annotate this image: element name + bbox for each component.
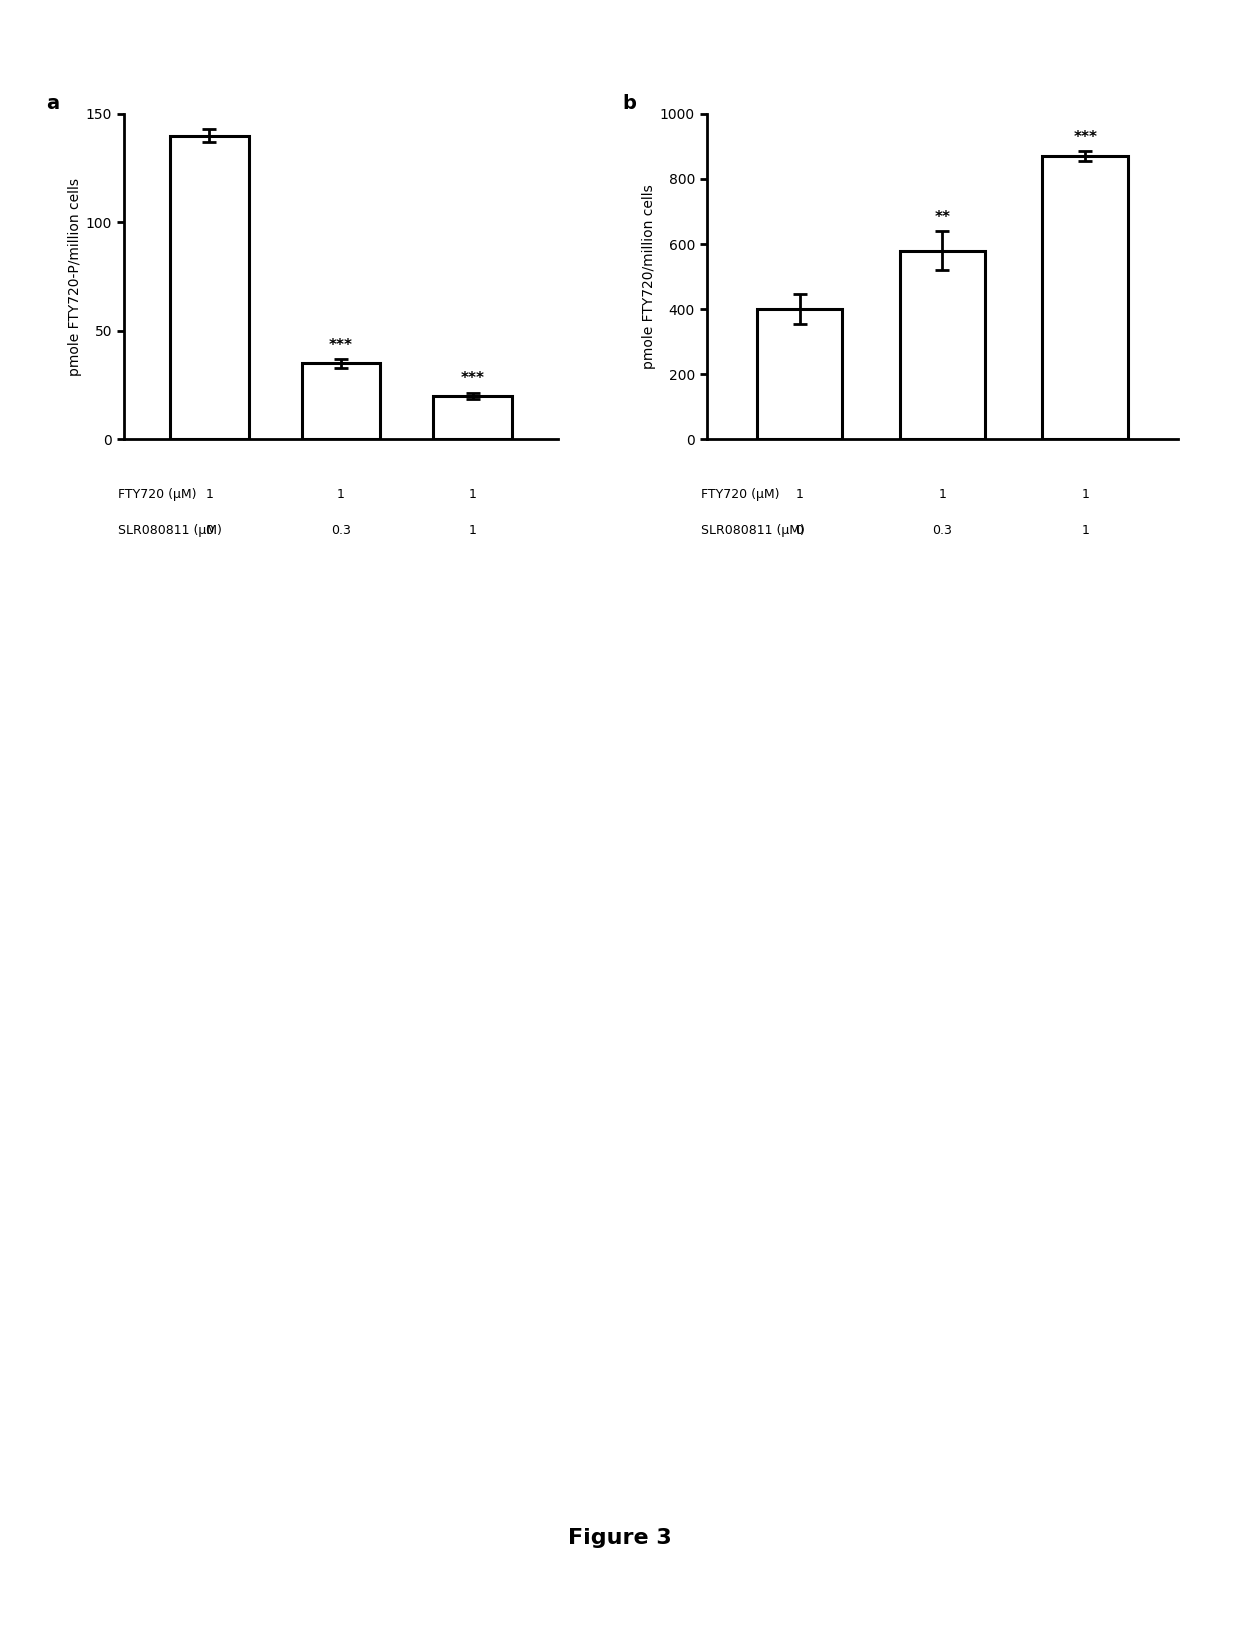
Bar: [301, 363, 381, 439]
Bar: [433, 395, 512, 439]
Bar: [170, 135, 249, 439]
Text: SLR080811 (μM): SLR080811 (μM): [701, 524, 805, 537]
Text: b: b: [622, 94, 636, 114]
Text: 1: 1: [469, 524, 476, 537]
Text: 0.3: 0.3: [932, 524, 952, 537]
Text: 1: 1: [939, 488, 946, 501]
Text: ***: ***: [1073, 130, 1097, 145]
Text: 1: 1: [796, 488, 804, 501]
Bar: [899, 251, 986, 439]
Text: 1: 1: [1081, 524, 1089, 537]
Text: 1: 1: [337, 488, 345, 501]
Text: **: **: [935, 210, 950, 225]
Text: Figure 3: Figure 3: [568, 1528, 672, 1547]
Text: 0: 0: [796, 524, 804, 537]
Text: SLR080811 (μM): SLR080811 (μM): [118, 524, 222, 537]
Text: 1: 1: [1081, 488, 1089, 501]
Text: a: a: [46, 94, 60, 114]
Bar: [756, 309, 842, 439]
Text: 1: 1: [469, 488, 476, 501]
Text: 0: 0: [206, 524, 213, 537]
Y-axis label: pmole FTY720-P/million cells: pmole FTY720-P/million cells: [68, 177, 82, 376]
Text: 0.3: 0.3: [331, 524, 351, 537]
Bar: [1043, 156, 1128, 439]
Text: 1: 1: [206, 488, 213, 501]
Text: FTY720 (μM): FTY720 (μM): [118, 488, 196, 501]
Text: ***: ***: [329, 337, 353, 353]
Text: ***: ***: [460, 371, 485, 386]
Y-axis label: pmole FTY720/million cells: pmole FTY720/million cells: [642, 184, 656, 369]
Text: FTY720 (μM): FTY720 (μM): [701, 488, 779, 501]
